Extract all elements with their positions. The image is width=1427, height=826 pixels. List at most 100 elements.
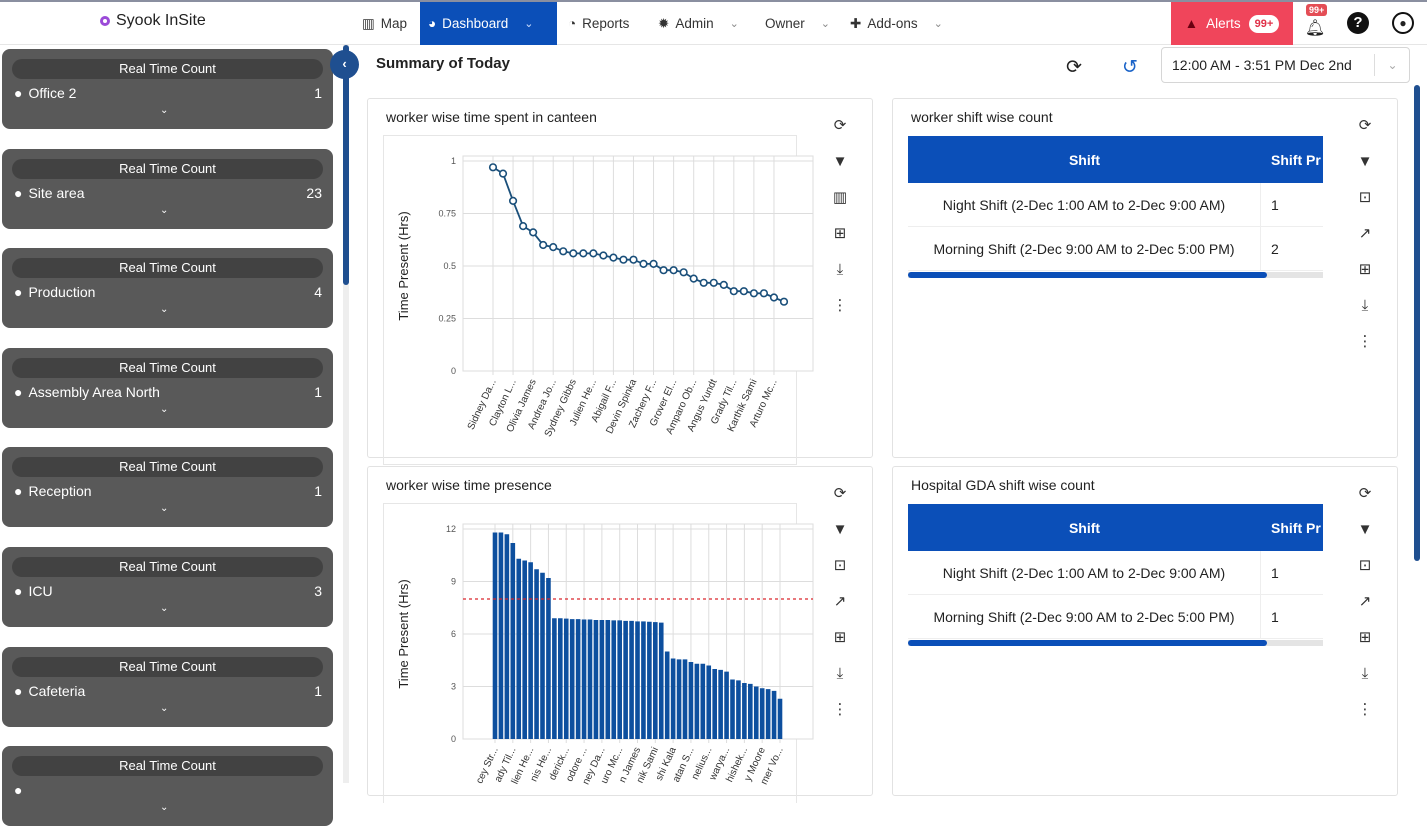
undo-icon[interactable]: ↺ [1122, 57, 1138, 78]
y-tick-label: 0.75 [438, 209, 456, 219]
scrollbar-thumb[interactable] [908, 640, 1267, 646]
bar-chart-icon[interactable]: ▥ [832, 189, 848, 206]
line-chart-icon[interactable]: ↗ [833, 593, 847, 610]
refresh-icon[interactable]: ⟳ [833, 485, 847, 502]
column-header[interactable]: Shift Pr [1271, 519, 1321, 536]
bar [552, 618, 557, 739]
data-point [589, 249, 598, 258]
nav-admin[interactable]: ✹ Admin ⌄ [650, 2, 747, 45]
table-cell: 1 [1271, 196, 1279, 213]
fullscreen-icon[interactable]: ⊡ [1358, 557, 1372, 574]
location-count: 1 [314, 383, 322, 400]
bell-icon[interactable]: 🔔︎ [1304, 20, 1326, 37]
real-time-count-card[interactable]: Real Time Count ● Assembly Area North 1 ⌄ [2, 347, 333, 428]
nav-addons[interactable]: ✚ Add-ons ⌄ [842, 2, 951, 45]
chevron-down-icon[interactable]: ⌄ [160, 204, 169, 216]
real-time-count-card[interactable]: Real Time Count ● ICU 3 ⌄ [2, 547, 333, 627]
nav-label: Owner [765, 16, 805, 31]
user-avatar-icon[interactable]: ● [1392, 12, 1414, 34]
location-pin-icon: ● [14, 383, 23, 400]
nav-dashboard[interactable]: ◕ Dashboard ⌄ [420, 2, 557, 45]
sidebar-scrollbar[interactable] [343, 45, 349, 783]
real-time-count-card[interactable]: Real Time Count ● ⌄ [2, 746, 333, 826]
column-header[interactable]: Shift Pr [1271, 151, 1321, 168]
refresh-icon[interactable]: ⟳ [1066, 57, 1082, 78]
data-point [529, 228, 538, 237]
chevron-down-icon[interactable]: ⌄ [160, 105, 169, 116]
app-name: Syook InSite [116, 12, 206, 29]
nav-label: Dashboard [442, 16, 509, 31]
chevron-down-icon[interactable]: ⌄ [160, 802, 169, 814]
bar [736, 680, 741, 739]
table-icon[interactable]: ⊞ [833, 225, 847, 242]
gear-icon: ✹ [658, 15, 670, 31]
collapse-sidebar-button[interactable]: ‹ [330, 50, 359, 79]
refresh-icon[interactable]: ⟳ [1358, 117, 1372, 134]
download-icon[interactable]: ⤓ [1361, 665, 1369, 682]
refresh-icon[interactable]: ⟳ [1358, 485, 1372, 502]
app-logo[interactable]: Syook InSite [100, 12, 206, 30]
filter-icon[interactable]: ▼ [832, 521, 848, 538]
fullscreen-icon[interactable]: ⊡ [1358, 189, 1372, 206]
horizontal-scrollbar[interactable] [908, 272, 1323, 278]
filter-icon[interactable]: ▼ [1357, 153, 1373, 170]
alerts-button[interactable]: ▲ Alerts 99+ [1171, 2, 1293, 45]
more-vertical-icon[interactable]: ⋮ [1357, 333, 1373, 350]
chevron-down-icon[interactable]: ⌄ [160, 403, 169, 415]
main-scrollbar-thumb[interactable] [1414, 85, 1420, 561]
horizontal-scrollbar[interactable] [908, 640, 1323, 646]
filter-icon[interactable]: ▼ [832, 153, 848, 170]
nav-map[interactable]: ▥ Map [354, 2, 415, 45]
line-chart-icon[interactable]: ↗ [1358, 225, 1372, 242]
column-header[interactable]: Shift [1068, 519, 1101, 536]
chevron-down-icon[interactable]: ⌄ [160, 702, 169, 714]
table-icon[interactable]: ⊞ [833, 629, 847, 646]
data-point [508, 196, 518, 206]
date-range-picker[interactable]: 12:00 AM - 3:51 PM Dec 2nd ⌄ [1161, 47, 1410, 83]
refresh-icon[interactable]: ⟳ [833, 117, 847, 134]
more-vertical-icon[interactable]: ⋮ [1357, 701, 1373, 718]
y-tick-label: 12 [446, 524, 456, 534]
table-cell: 2 [1271, 240, 1279, 257]
real-time-count-card[interactable]: Real Time Count ● Cafeteria 1 ⌄ [2, 646, 333, 727]
gauge-icon: ◕ [428, 16, 437, 31]
widget-shift-count: worker shift wise count Shift Shift Pr Ni… [892, 98, 1398, 458]
scrollbar-thumb[interactable] [908, 272, 1267, 278]
real-time-count-card[interactable]: Real Time Count ● Site area 23 ⌄ [2, 148, 333, 229]
table-icon[interactable]: ⊞ [1358, 629, 1372, 646]
chevron-down-icon[interactable]: ⌄ [160, 503, 169, 515]
line-chart-icon[interactable]: ↗ [1358, 593, 1372, 610]
chevron-down-icon[interactable]: ⌄ [729, 18, 739, 30]
scrollbar-thumb[interactable] [343, 45, 349, 285]
data-point [739, 287, 748, 296]
chevron-down-icon[interactable]: ⌄ [820, 18, 830, 30]
download-icon[interactable]: ⤓ [1361, 297, 1369, 314]
more-vertical-icon[interactable]: ⋮ [832, 701, 848, 718]
bar [540, 572, 545, 739]
download-icon[interactable]: ⤓ [836, 665, 844, 682]
chevron-down-icon[interactable]: ⌄ [1374, 54, 1410, 76]
chevron-down-icon[interactable]: ⌄ [160, 304, 169, 316]
table-cell: 1 [1271, 608, 1279, 625]
help-icon[interactable]: ? [1347, 12, 1369, 34]
bar [765, 689, 771, 739]
table-icon[interactable]: ⊞ [1358, 261, 1372, 278]
data-point [649, 259, 658, 268]
real-time-count-card[interactable]: Real Time Count ● Reception 1 ⌄ [2, 447, 333, 528]
nav-owner[interactable]: Owner ⌄ [757, 2, 838, 45]
chart-container: 0 3 6 9 12 cey Str... ady Til... lien He... nis … [383, 503, 814, 803]
download-icon[interactable]: ⤓ [836, 261, 844, 278]
chevron-down-icon[interactable]: ⌄ [933, 18, 943, 30]
chevron-down-icon[interactable]: ⌄ [160, 603, 169, 614]
more-vertical-icon[interactable]: ⋮ [832, 297, 848, 314]
filter-icon[interactable]: ▼ [1357, 521, 1373, 538]
real-time-count-card[interactable]: Real Time Count ● Production 4 ⌄ [2, 248, 333, 329]
chevron-down-icon[interactable]: ⌄ [524, 18, 534, 30]
fullscreen-icon[interactable]: ⊡ [833, 557, 847, 574]
nav-reports[interactable]: ◔ Reports [560, 2, 637, 45]
column-header[interactable]: Shift [1068, 151, 1101, 168]
real-time-count-card[interactable]: Real Time Count ● Office 2 1 ⌄ [2, 49, 333, 129]
location-count: 3 [314, 583, 322, 599]
location-count: 1 [314, 85, 322, 101]
